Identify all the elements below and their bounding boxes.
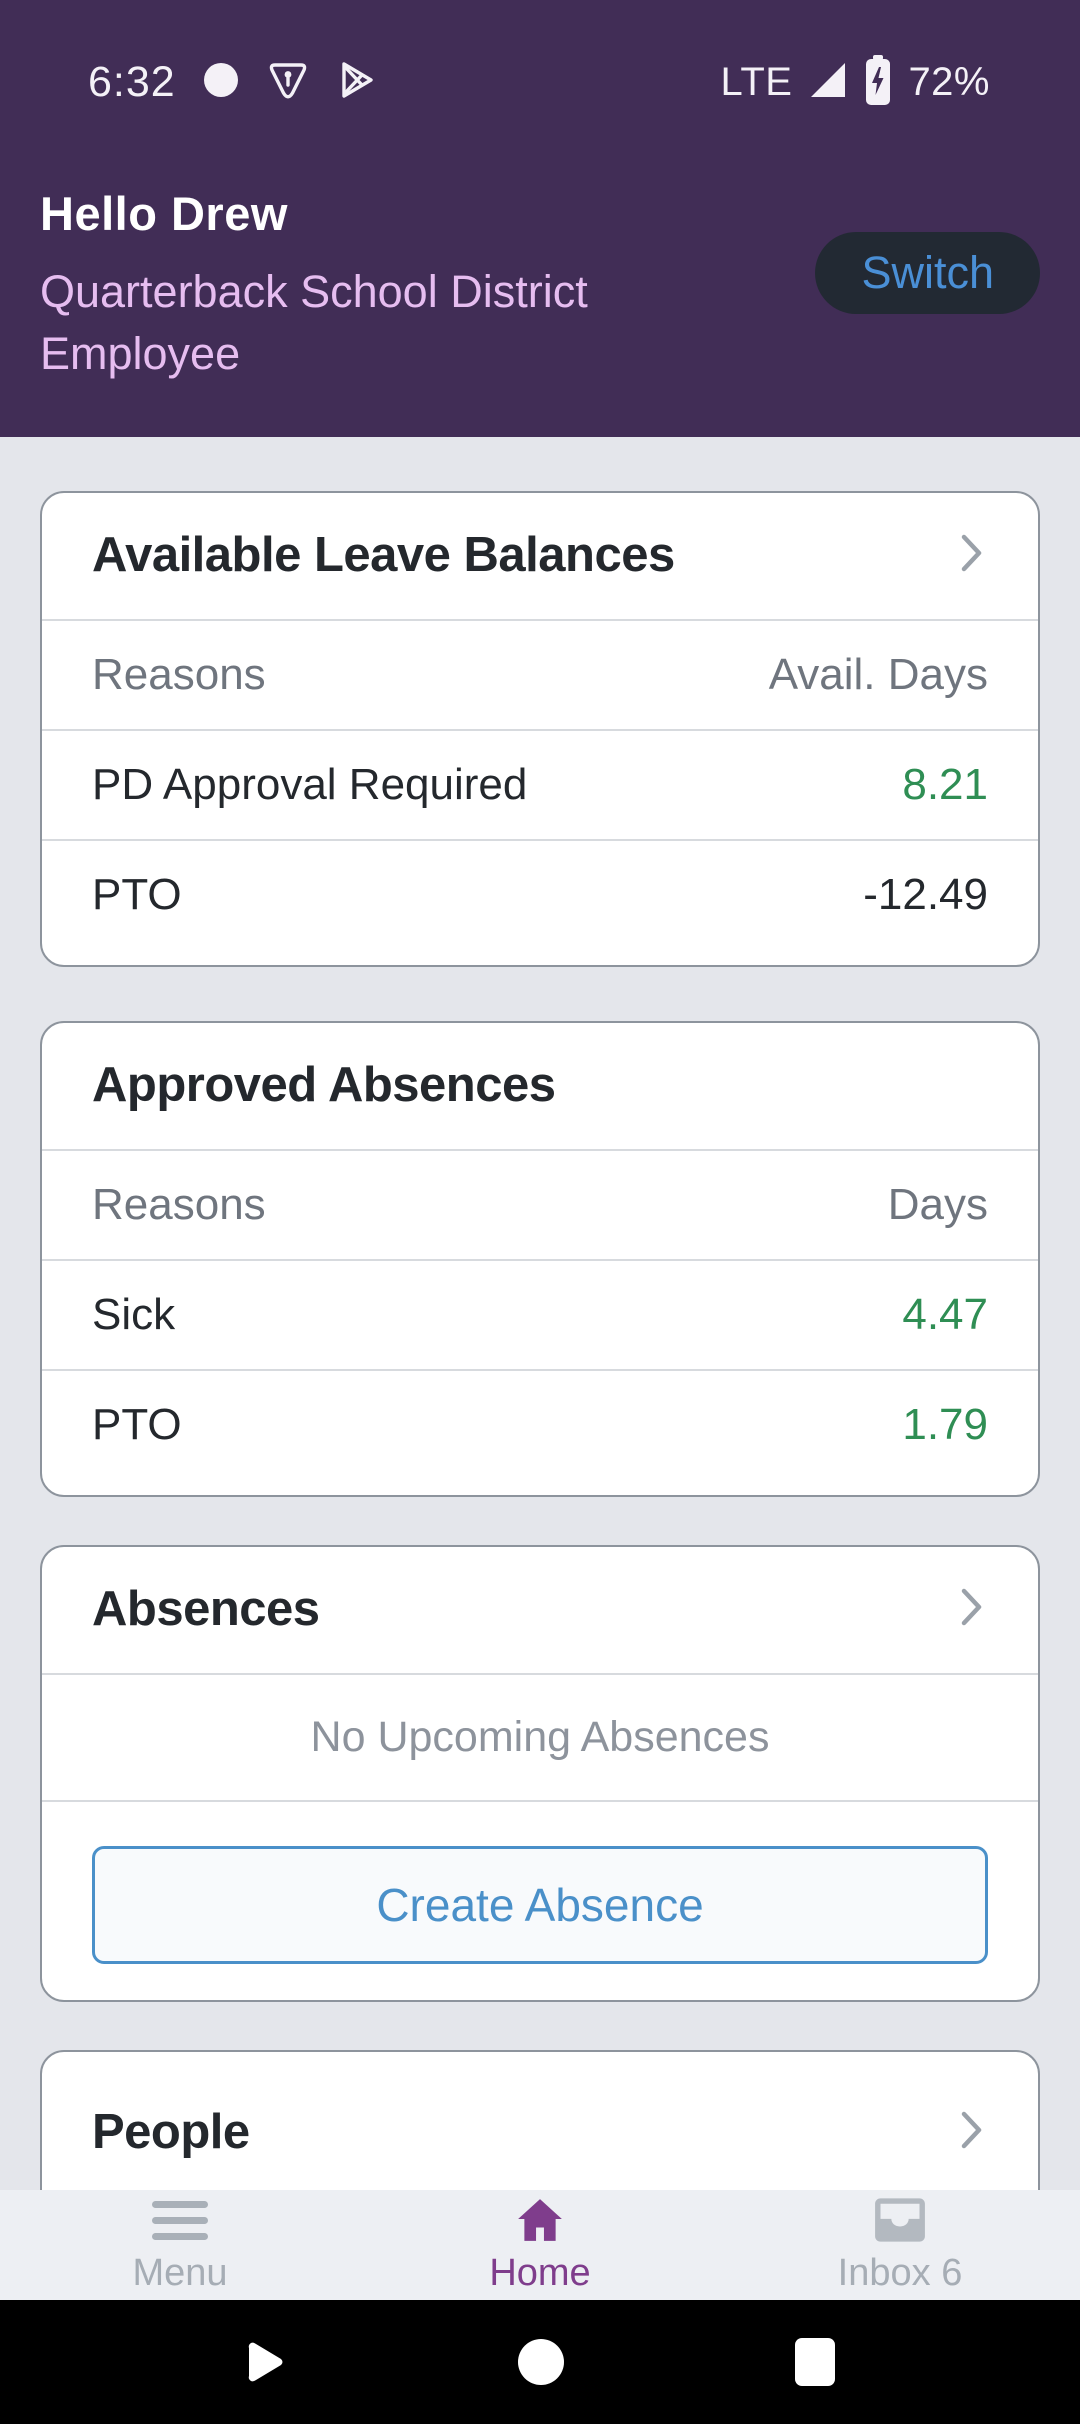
android-home-button[interactable]	[518, 2339, 564, 2385]
value-cell: 4.47	[902, 1290, 988, 1339]
nav-label: Menu	[132, 2252, 228, 2294]
nav-label: Inbox 6	[837, 2252, 963, 2294]
district-employee-label: Quarterback School District Employee	[40, 266, 588, 379]
home-content[interactable]: Available Leave Balances Reasons Avail. …	[0, 437, 1080, 2190]
value-cell: 1.79	[902, 1400, 988, 1449]
available-leave-balances-header[interactable]: Available Leave Balances	[42, 493, 1038, 619]
battery-charging-icon	[864, 54, 892, 110]
home-icon	[515, 2196, 565, 2244]
card-title: People	[92, 2105, 250, 2159]
chevron-right-icon	[960, 1586, 984, 1633]
absences-action-row: Create Absence	[42, 1800, 1038, 2000]
column-avail-days: Avail. Days	[768, 650, 988, 699]
chevron-right-icon	[960, 532, 984, 579]
people-card: People	[40, 2050, 1040, 2190]
menu-hamburger-icon	[152, 2196, 208, 2244]
greeting-title: Hello Drew	[40, 187, 288, 240]
reason-cell: PTO	[92, 870, 182, 919]
people-header[interactable]: People	[42, 2052, 1038, 2190]
chevron-right-icon	[960, 2109, 984, 2156]
reason-cell: PD Approval Required	[92, 760, 528, 809]
value-cell: 8.21	[902, 760, 988, 809]
value-cell: -12.49	[863, 870, 988, 919]
card-title: Absences	[92, 1582, 320, 1636]
absences-card: Absences No Upcoming Absences Create Abs…	[40, 1545, 1040, 2002]
notification-dot-icon	[202, 61, 240, 104]
android-navigation-bar	[0, 2300, 1080, 2424]
reason-cell: PTO	[92, 1400, 182, 1449]
signal-strength-icon	[808, 60, 848, 105]
available-leave-balances-card: Available Leave Balances Reasons Avail. …	[40, 491, 1040, 967]
approved-absences-header: Approved Absences	[42, 1023, 1038, 1149]
status-bar-left: 6:32	[88, 58, 378, 107]
android-recents-button[interactable]	[795, 2338, 835, 2386]
absences-header[interactable]: Absences	[42, 1547, 1038, 1673]
status-bar: 6:32	[0, 0, 1080, 107]
table-row: PTO -12.49	[42, 839, 1038, 949]
column-days: Days	[887, 1180, 988, 1229]
android-back-button[interactable]	[245, 2339, 287, 2385]
nav-item-menu[interactable]: Menu	[0, 2190, 360, 2300]
network-type-label: LTE	[720, 59, 793, 104]
create-absence-button[interactable]: Create Absence	[92, 1846, 988, 1964]
no-upcoming-absences-message: No Upcoming Absences	[42, 1673, 1038, 1800]
table-header-row: Reasons Days	[42, 1149, 1038, 1259]
table-row: PD Approval Required 8.21	[42, 729, 1038, 839]
battery-percent-label: 72%	[908, 59, 990, 104]
inbox-icon	[874, 2196, 926, 2244]
vpn-shield-icon	[266, 58, 310, 107]
nav-item-inbox[interactable]: Inbox 6	[720, 2190, 1080, 2300]
status-bar-right: LTE 72%	[720, 54, 990, 110]
card-title: Approved Absences	[92, 1058, 556, 1112]
status-time: 6:32	[88, 57, 176, 106]
table-row: PTO 1.79	[42, 1369, 1038, 1479]
table-header-row: Reasons Avail. Days	[42, 619, 1038, 729]
nav-label: Home	[489, 2252, 591, 2294]
nav-item-home[interactable]: Home	[360, 2190, 720, 2300]
reason-cell: Sick	[92, 1290, 176, 1339]
card-title: Available Leave Balances	[92, 528, 675, 582]
column-reasons: Reasons	[92, 650, 266, 699]
table-row: Sick 4.47	[42, 1259, 1038, 1369]
app-header: 6:32	[0, 0, 1080, 437]
column-reasons: Reasons	[92, 1180, 266, 1229]
greeting-block: Hello Drew Quarterback School District E…	[40, 186, 700, 385]
greeting-section: Hello Drew Quarterback School District E…	[0, 186, 1080, 385]
approved-absences-card: Approved Absences Reasons Days Sick 4.47…	[40, 1021, 1040, 1497]
bottom-navigation: Menu Home Inbox 6	[0, 2190, 1080, 2300]
play-store-icon	[336, 59, 378, 106]
switch-button[interactable]: Switch	[815, 232, 1040, 314]
